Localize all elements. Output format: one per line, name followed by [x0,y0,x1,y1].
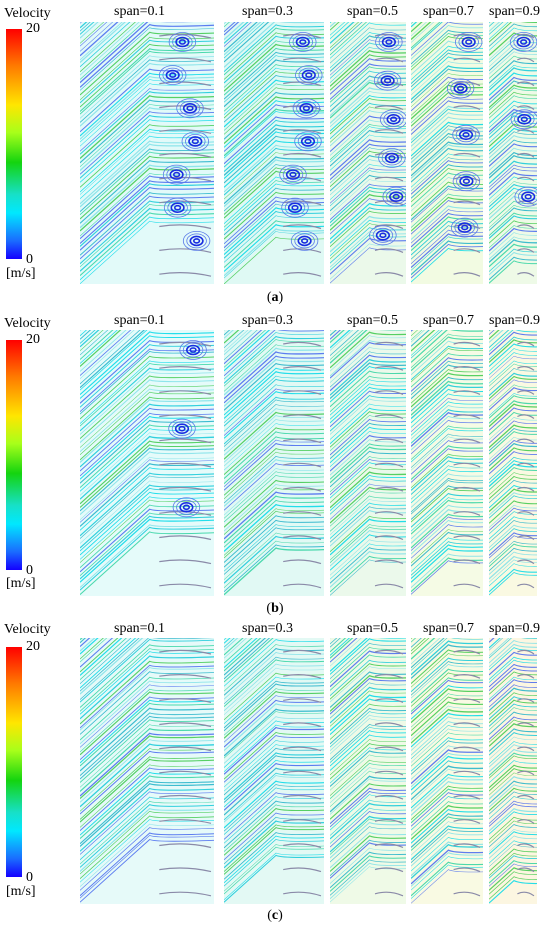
colorbar-min-label: 0 [26,252,33,267]
streamline-plot-span-0-7 [411,638,483,904]
streamline-plot-span-0-3 [224,22,324,284]
velocity-colorbar [6,29,22,259]
span-label-0-1: span=0.1 [114,313,166,328]
streamline-plot-span-0-1 [80,22,214,284]
span-label-0-5: span=0.5 [347,313,399,328]
panel-caption-a: (a) [0,290,550,306]
streamline-plot-span-0-9 [489,638,537,904]
colorbar-max-label: 20 [26,639,40,654]
streamline-plot-span-0-1 [80,638,214,904]
streamline-plot-span-0-5 [330,22,406,284]
span-label-0-7: span=0.7 [423,621,475,636]
velocity-colorbar [6,647,22,877]
panel-caption-c: (c) [0,908,550,924]
streamline-plot-span-0-3 [224,330,324,596]
velocity-colorbar [6,340,22,570]
span-label-0-5: span=0.5 [347,4,399,19]
span-label-0-9: span=0.9 [489,313,541,328]
caption-open: ( [266,601,272,616]
span-label-0-7: span=0.7 [423,313,475,328]
colorbar-min-label: 0 [26,563,33,578]
caption-open: ( [266,290,272,305]
span-label-0-1: span=0.1 [114,621,166,636]
colorbar-unit: [m/s] [6,884,36,899]
streamline-plot-span-0-5 [330,638,406,904]
streamline-plot-span-0-5 [330,330,406,596]
span-label-0-3: span=0.3 [242,313,294,328]
panel-c: Velocity 20 0 [m/s] span=0.1 span=0.3 sp… [0,620,550,932]
panel-b: Velocity 20 0 [m/s] span=0.1 span=0.3 sp… [0,310,550,620]
span-label-0-3: span=0.3 [242,621,294,636]
streamline-plot-span-0-7 [411,22,483,284]
colorbar-min-label: 0 [26,870,33,885]
legend-title: Velocity [4,622,51,637]
span-label-0-3: span=0.3 [242,4,294,19]
caption-close: ) [278,908,283,923]
span-label-0-7: span=0.7 [423,4,475,19]
span-label-0-5: span=0.5 [347,621,399,636]
caption-letter: b [271,601,279,616]
colorbar-unit: [m/s] [6,576,36,591]
panel-caption-b: (b) [0,601,550,617]
panel-a: Velocity 20 0 [m/s] span=0.1 span=0.3 sp… [0,0,550,310]
caption-open: ( [267,908,272,923]
span-label-0-9: span=0.9 [489,621,541,636]
streamline-plot-span-0-7 [411,330,483,596]
span-label-0-9: span=0.9 [489,4,541,19]
caption-letter: c [271,908,279,923]
caption-letter: a [271,290,279,305]
span-label-0-1: span=0.1 [114,4,166,19]
streamline-plot-span-0-9 [489,22,537,284]
colorbar-max-label: 20 [26,332,40,347]
caption-close: ) [278,601,284,616]
streamline-plot-span-0-9 [489,330,537,596]
colorbar-max-label: 20 [26,21,40,36]
caption-close: ) [278,290,284,305]
streamline-plot-span-0-1 [80,330,214,596]
colorbar-unit: [m/s] [6,266,36,281]
legend-title: Velocity [4,6,51,21]
legend-title: Velocity [4,316,51,331]
streamline-plot-span-0-3 [224,638,324,904]
